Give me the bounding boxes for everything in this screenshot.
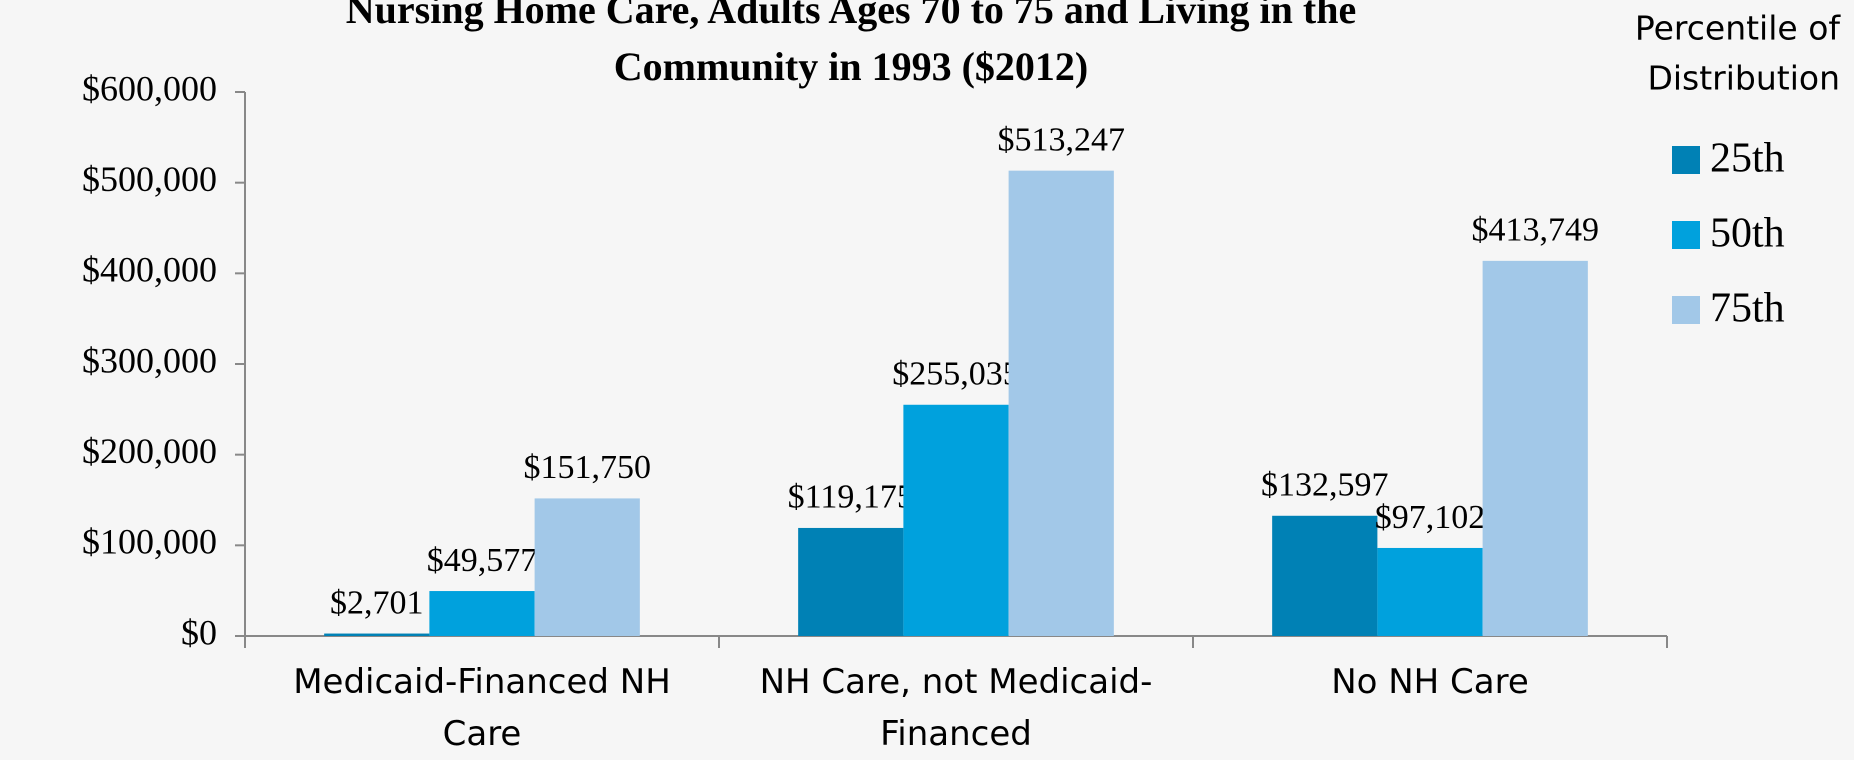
value-label: $132,597: [1261, 467, 1389, 504]
x-tick-label: Medicaid-Financed NH Care: [293, 662, 671, 754]
value-label: $513,247: [997, 121, 1125, 158]
legend-swatch: [1672, 296, 1700, 324]
y-tick-label: $300,000: [82, 340, 217, 380]
bar: [798, 527, 904, 636]
legend-title: Distribution: [1647, 59, 1840, 98]
x-tick-label: No NH Care: [1331, 662, 1529, 702]
bar: [429, 591, 535, 636]
legend-label: 75th: [1710, 286, 1785, 332]
y-tick-label: $500,000: [82, 159, 217, 199]
bar: [1377, 547, 1483, 636]
bar: [1482, 260, 1588, 636]
legend-label: 50th: [1710, 211, 1785, 257]
legend-swatch: [1672, 146, 1700, 174]
bar: [324, 633, 430, 636]
y-tick-label: $0: [181, 612, 217, 652]
y-tick-label: $200,000: [82, 431, 217, 471]
value-label: $97,102: [1375, 499, 1486, 536]
chart-title: Community in 1993 ($2012): [614, 44, 1088, 89]
chart-title: Nursing Home Care, Adults Ages 70 to 75 …: [346, 0, 1357, 32]
value-label: $255,035: [892, 356, 1020, 393]
value-label: $151,750: [523, 449, 651, 486]
bar: [1008, 170, 1114, 636]
y-tick-label: $600,000: [82, 68, 217, 108]
legend-title: Percentile of: [1635, 9, 1841, 48]
legend-swatch: [1672, 221, 1700, 249]
y-tick-label: $400,000: [82, 250, 217, 290]
x-tick-label: NH Care, not Medicaid-Financed: [759, 662, 1153, 754]
y-tick-label: $100,000: [82, 522, 217, 562]
bar: [534, 498, 640, 636]
value-label: $2,701: [330, 584, 424, 621]
value-label: $49,577: [427, 542, 538, 579]
legend-label: 25th: [1710, 136, 1785, 182]
bar: [1272, 515, 1378, 636]
bar: [903, 404, 1009, 636]
value-label: $119,175: [788, 479, 914, 516]
value-label: $413,749: [1471, 212, 1599, 249]
